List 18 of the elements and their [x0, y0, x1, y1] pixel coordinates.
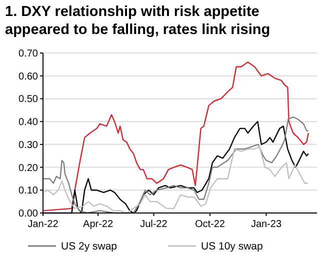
line-series — [42, 146, 308, 214]
x-tick-label: Oct-22 — [194, 219, 226, 230]
line-series — [42, 62, 310, 212]
y-tick-label: 0.50 — [18, 94, 38, 106]
x-tick-label: Jul-22 — [140, 219, 168, 230]
y-tick-label: 0.10 — [18, 186, 38, 197]
legend-label: US 10y swap — [201, 240, 264, 253]
y-tick-label: 0.40 — [18, 117, 38, 128]
y-tick-label: 0.20 — [18, 162, 38, 174]
legend-label: US 2y swap — [61, 240, 118, 253]
y-tick-label: 0.30 — [18, 140, 38, 151]
x-tick-label: Apr-22 — [83, 219, 114, 230]
chart-title: 1. DXY relationship with risk appetite appeared to be falling, rates link rising — [5, 4, 270, 38]
x-tick-label: Jan-23 — [250, 219, 282, 230]
x-tick-label: Jan-22 — [28, 219, 59, 230]
y-tick-label: 0.60 — [18, 71, 38, 82]
y-tick-label: 0.70 — [18, 48, 38, 60]
y-tick-label: 0.00 — [18, 208, 38, 220]
